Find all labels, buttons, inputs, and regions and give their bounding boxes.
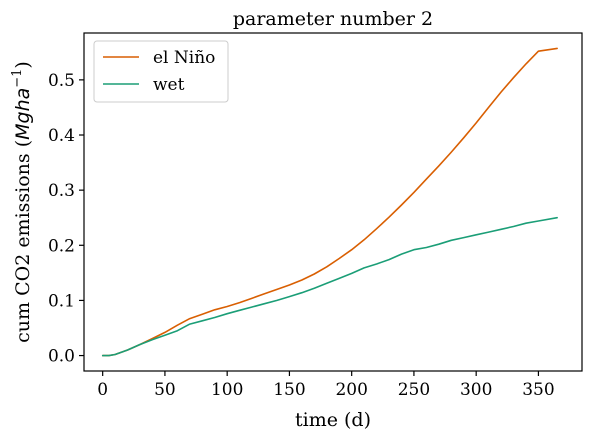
- y-axis-label-suffix: ): [12, 61, 34, 68]
- y-axis-label-prefix: cum CO2 emissions (: [12, 140, 34, 343]
- x-tick-label: 150: [273, 380, 305, 400]
- y-axis-label-math: Mgha: [12, 88, 34, 140]
- x-tick-label: 300: [460, 380, 492, 400]
- legend-label-el-nino: el Niño: [153, 48, 215, 68]
- x-tick-label: 100: [211, 380, 243, 400]
- y-tick-label: 0.5: [48, 71, 75, 91]
- y-tick-label: 0.1: [48, 291, 75, 311]
- y-tick-label: 0.2: [48, 236, 75, 256]
- series-lines: [101, 47, 558, 357]
- series-line-el-nino: [101, 47, 558, 357]
- legend-label-wet: wet: [153, 75, 185, 95]
- x-axis-ticks: 0 50 100 150 200 250 300 350: [97, 371, 555, 400]
- y-tick-label: 0.4: [48, 126, 75, 146]
- x-tick-label: 250: [398, 380, 430, 400]
- x-tick-label: 200: [335, 380, 367, 400]
- y-tick-label: 0.3: [48, 181, 75, 201]
- y-axis-label: cum CO2 emissions (Mgha−1): [10, 61, 34, 343]
- x-tick-label: 350: [522, 380, 554, 400]
- x-axis-label: time (d): [295, 409, 371, 431]
- series-line-wet: [101, 216, 558, 357]
- plot-frame: [83, 32, 583, 372]
- chart-title: parameter number 2: [233, 8, 433, 30]
- y-axis-label-sup: −1: [10, 69, 25, 88]
- x-tick-label: 50: [154, 380, 176, 400]
- plot-area: 0 50 100 150 200 250 300 350 0.0 0.1 0.2 0.3 0.4 0.5: [48, 32, 583, 400]
- y-axis-ticks: 0.0 0.1 0.2 0.3 0.4 0.5: [48, 71, 84, 367]
- x-tick-label: 0: [97, 380, 108, 400]
- legend: el Niño wet: [93, 40, 229, 103]
- y-tick-label: 0.0: [48, 347, 75, 367]
